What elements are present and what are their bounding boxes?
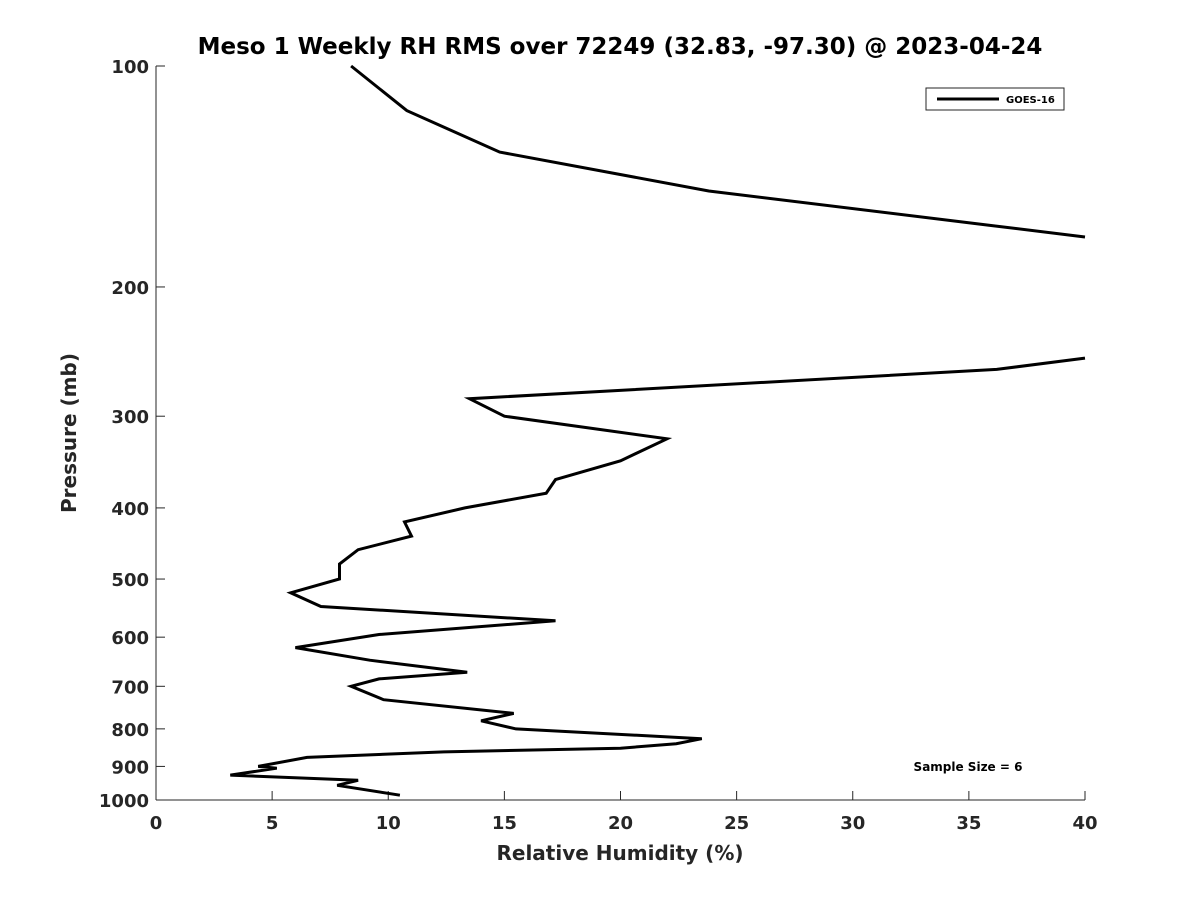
- y-tick-label: 200: [111, 278, 149, 299]
- x-tick-label: 35: [956, 813, 981, 834]
- x-tick-label: 0: [150, 813, 163, 834]
- y-tick-label: 600: [111, 628, 149, 649]
- x-tick-label: 15: [492, 813, 517, 834]
- y-tick-label: 900: [111, 757, 149, 778]
- legend-entry-goes-16: GOES-16: [1006, 95, 1055, 106]
- y-tick-label: 400: [111, 499, 149, 520]
- y-axis-ticks: 100 200 300 400 500 600 700 800 900 1000: [99, 57, 165, 812]
- y-axis-label: Pressure (mb): [57, 353, 81, 513]
- y-tick-label: 1000: [99, 791, 149, 812]
- x-tick-label: 30: [840, 813, 865, 834]
- y-tick-label: 800: [111, 720, 149, 741]
- y-tick-label: 100: [111, 57, 149, 78]
- y-tick-label: 300: [111, 407, 149, 428]
- sample-size-annotation: Sample Size = 6: [914, 760, 1023, 774]
- x-axis-label: Relative Humidity (%): [496, 841, 743, 865]
- x-axis-ticks: 0 5 10 15 20 25 30 35 40: [150, 791, 1098, 834]
- x-tick-label: 5: [266, 813, 279, 834]
- y-tick-label: 500: [111, 570, 149, 591]
- series-line-goes-16: [230, 64, 1086, 797]
- x-tick-label: 20: [608, 813, 633, 834]
- x-tick-label: 40: [1072, 813, 1097, 834]
- x-tick-label: 10: [376, 813, 401, 834]
- legend: GOES-16: [925, 87, 1065, 111]
- x-tick-label: 25: [724, 813, 749, 834]
- y-tick-label: 700: [111, 677, 149, 698]
- chart-title: Meso 1 Weekly RH RMS over 72249 (32.83, …: [198, 34, 1043, 60]
